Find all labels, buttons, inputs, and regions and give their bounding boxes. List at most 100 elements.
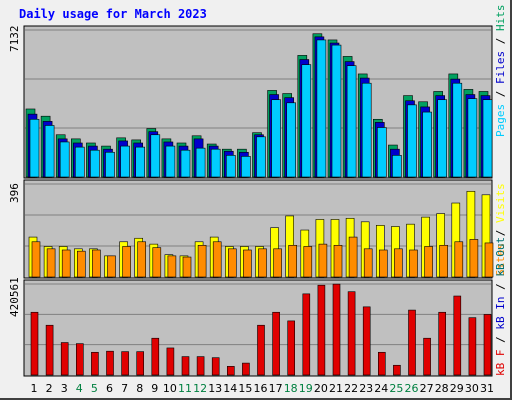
- bar-pages: [44, 125, 55, 178]
- bar-kbf: [483, 314, 492, 376]
- legend-kb: kB F / kB In / kB Out: [494, 237, 507, 376]
- legend-entry: Hits: [494, 5, 507, 32]
- bar-pages: [165, 145, 176, 178]
- bar-kbf: [136, 351, 144, 376]
- x-tick-label: 29: [450, 382, 464, 395]
- bar-pages: [467, 98, 478, 178]
- bar-kbf: [438, 311, 447, 376]
- bar-sites: [137, 241, 146, 278]
- legend-entry: kB F: [494, 350, 507, 377]
- bar-kbf: [317, 284, 326, 376]
- bar-sites: [197, 244, 207, 278]
- bar-sites: [107, 255, 116, 278]
- legend-entry: kB In: [494, 297, 507, 330]
- x-tick-label: 18: [284, 382, 298, 395]
- x-tick-label: 30: [465, 382, 479, 395]
- bar-kbf: [196, 356, 205, 376]
- bar-kbf: [76, 343, 84, 376]
- bar-kbf: [91, 351, 99, 376]
- bar-kbf: [30, 311, 39, 376]
- bar-kbf: [45, 324, 54, 376]
- bar-sites: [92, 249, 101, 278]
- bar-pages: [452, 82, 463, 178]
- bar-sites: [61, 249, 71, 278]
- bar-kbf: [302, 293, 311, 376]
- bar-pages: [437, 99, 448, 178]
- bar-pages: [75, 146, 85, 178]
- x-tick-label: 7: [121, 382, 128, 395]
- bar-kbf: [242, 362, 250, 376]
- bar-pages: [29, 118, 40, 178]
- x-tick-label: 22: [344, 382, 358, 395]
- bar-sites: [258, 248, 267, 278]
- bar-sites: [424, 246, 433, 278]
- bar-pages: [256, 136, 266, 178]
- bar-pages: [210, 148, 221, 178]
- bar-pages: [422, 111, 432, 178]
- bar-pages: [180, 149, 191, 178]
- bar-kbf: [423, 337, 431, 376]
- x-tick-label: 26: [405, 382, 419, 395]
- bar-sites: [77, 250, 86, 278]
- x-tick-label: 12: [193, 382, 207, 395]
- bar-pages: [301, 64, 312, 178]
- bar-sites: [288, 244, 298, 278]
- bar-sites: [273, 248, 282, 278]
- x-tick-label: 19: [299, 382, 313, 395]
- bar-sites: [228, 248, 237, 278]
- bar-sites: [212, 241, 222, 278]
- bar-kbf: [453, 295, 462, 376]
- bar-kbf: [332, 283, 341, 376]
- legend-entry: Files: [494, 51, 507, 84]
- bar-sites: [363, 248, 373, 278]
- bar-kbf: [408, 309, 416, 376]
- bar-kbf: [166, 347, 175, 376]
- x-tick-label: 11: [178, 382, 192, 395]
- chart-title: Daily usage for March 2023: [19, 7, 207, 21]
- x-tick-label: 1: [31, 382, 38, 395]
- bar-pages: [150, 134, 161, 178]
- bar-pages: [392, 155, 402, 178]
- bar-pages: [286, 102, 297, 178]
- x-tick-label: 8: [136, 382, 143, 395]
- bar-sites: [439, 244, 449, 278]
- legend-entry: kB Out: [494, 237, 507, 277]
- bar-sites: [152, 247, 162, 278]
- x-tick-label: 4: [76, 382, 83, 395]
- bar-sites: [31, 241, 41, 278]
- bar-kbf: [151, 337, 160, 376]
- bar-sites: [243, 249, 252, 278]
- bar-sites: [333, 244, 343, 278]
- y-max-top: 7132: [8, 26, 21, 53]
- legend-entry: Pages: [494, 104, 507, 137]
- bar-pages: [59, 141, 70, 178]
- bar-pages: [376, 127, 387, 178]
- bar-pages: [90, 149, 100, 178]
- bar-pages: [120, 145, 130, 178]
- bar-pages: [482, 99, 493, 178]
- bar-pages: [346, 65, 357, 178]
- x-tick-label: 28: [435, 382, 449, 395]
- legend-entry: Sites: [494, 243, 507, 276]
- bar-pages: [195, 147, 206, 178]
- x-tick-label: 17: [269, 382, 283, 395]
- bar-pages: [316, 39, 327, 178]
- bar-sites: [484, 242, 494, 278]
- bar-pages: [271, 99, 281, 178]
- x-tick-label: 27: [420, 382, 434, 395]
- legend-hits-files-pages: Pages / Files / Hits: [494, 5, 507, 138]
- bar-kbf: [347, 291, 356, 376]
- bar-pages: [361, 82, 372, 178]
- x-tick-label: 31: [480, 382, 494, 395]
- y-max-middle: 396: [8, 183, 21, 203]
- legend-entry: /: [494, 223, 507, 243]
- legend-entry: Visits: [494, 183, 507, 223]
- x-tick-label: 20: [314, 382, 328, 395]
- x-tick-label: 21: [329, 382, 343, 395]
- x-tick-label: 9: [151, 382, 158, 395]
- bar-sites: [378, 249, 388, 278]
- bar-sites: [469, 239, 479, 278]
- x-tick-label: 2: [46, 382, 53, 395]
- legend-entry: /: [494, 31, 507, 51]
- bar-kbf: [468, 317, 477, 376]
